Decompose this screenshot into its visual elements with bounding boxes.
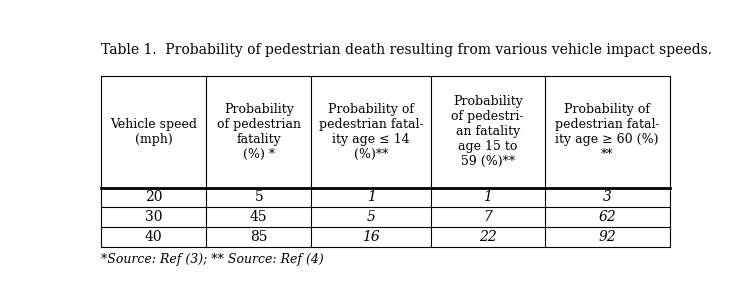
- Text: *Source: Ref (3); ** Source: Ref (4): *Source: Ref (3); ** Source: Ref (4): [101, 253, 324, 266]
- Text: Probability
of pedestrian
fatality
(%) *: Probability of pedestrian fatality (%) *: [217, 103, 301, 161]
- Text: 85: 85: [250, 230, 268, 244]
- Text: 5: 5: [367, 210, 375, 224]
- Text: 30: 30: [145, 210, 162, 224]
- Text: 5: 5: [254, 190, 263, 205]
- Text: 22: 22: [479, 230, 496, 244]
- Text: Vehicle speed
(mph): Vehicle speed (mph): [110, 118, 197, 146]
- Text: 92: 92: [599, 230, 616, 244]
- Text: 3: 3: [603, 190, 611, 205]
- Text: Probability
of pedestri-
an fatality
age 15 to
59 (%)**: Probability of pedestri- an fatality age…: [451, 95, 524, 168]
- Text: 20: 20: [145, 190, 162, 205]
- Text: 1: 1: [484, 190, 493, 205]
- Text: 45: 45: [250, 210, 268, 224]
- Text: Probability of
pedestrian fatal-
ity age ≥ 60 (%)
**: Probability of pedestrian fatal- ity age…: [555, 103, 660, 161]
- Text: 1: 1: [367, 190, 375, 205]
- Text: 16: 16: [362, 230, 380, 244]
- Text: 40: 40: [145, 230, 162, 244]
- Text: Table 1.  Probability of pedestrian death resulting from various vehicle impact : Table 1. Probability of pedestrian death…: [101, 43, 712, 57]
- Text: 62: 62: [599, 210, 616, 224]
- Text: 7: 7: [484, 210, 493, 224]
- Text: Probability of
pedestrian fatal-
ity age ≤ 14
(%)**: Probability of pedestrian fatal- ity age…: [319, 103, 423, 161]
